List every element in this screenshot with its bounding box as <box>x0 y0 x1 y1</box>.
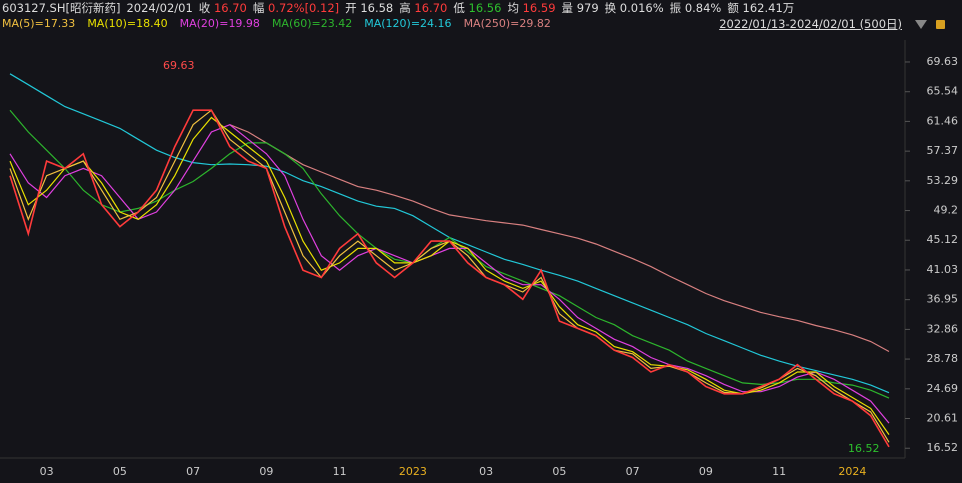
quote-value: 16.58 <box>360 1 394 15</box>
quote-item: 振 0.84% <box>670 0 722 16</box>
quote-label: 开 <box>345 1 357 15</box>
header: 603127.SH[昭衍新药] 2024/02/01 收 16.70 幅 0.72%[… <box>2 0 794 16</box>
y-tick-label: 49.2 <box>934 204 959 217</box>
legend-entry: MA(5)=17.33 <box>2 17 75 30</box>
quote-label: 振 <box>669 1 682 15</box>
quote-item: 幅 0.72%[0.12] <box>253 0 339 16</box>
x-tick-label: 07 <box>186 465 200 478</box>
peak-label: 69.63 <box>163 59 195 72</box>
y-tick-label: 53.29 <box>927 174 959 187</box>
ma-line <box>9 73 890 394</box>
quote-item: 量 979 <box>562 0 599 16</box>
quote-item: 收 16.70 <box>199 0 247 16</box>
legend-entry: MA(60)=23.42 <box>272 17 352 30</box>
price-line <box>9 109 890 448</box>
quote-value: 979 <box>576 1 599 15</box>
y-tick-label: 65.54 <box>927 85 959 98</box>
y-tick-label: 28.78 <box>927 352 959 365</box>
quote-value: 0.84% <box>684 1 722 15</box>
ma-line <box>229 124 890 353</box>
quote-value: 16.70 <box>414 1 448 15</box>
quote-item: 开 16.58 <box>345 0 393 16</box>
quote-value: 0.72%[0.12] <box>268 1 340 15</box>
y-tick-label: 61.46 <box>927 114 959 127</box>
y-tick-label: 24.69 <box>927 382 959 395</box>
y-tick-label: 69.63 <box>927 55 959 68</box>
x-tick-label: 2023 <box>399 465 427 478</box>
quote-label: 换 <box>604 1 617 15</box>
last-label: 16.52 <box>848 442 880 455</box>
x-tick-label: 05 <box>552 465 566 478</box>
quote-label: 幅 <box>252 1 265 15</box>
quote-label: 低 <box>453 1 465 15</box>
quote-value: 0.016% <box>619 1 664 15</box>
ma-line <box>9 124 890 424</box>
x-tick-label: 11 <box>333 465 347 478</box>
date: 2024/02/01 <box>126 1 193 15</box>
x-tick-label: 03 <box>479 465 493 478</box>
y-tick-label: 41.03 <box>927 263 959 276</box>
x-tick-label: 05 <box>113 465 127 478</box>
quote-label: 收 <box>198 1 211 15</box>
x-tick-label: 09 <box>699 465 713 478</box>
y-tick-label: 32.86 <box>927 322 959 335</box>
legend-entry: MA(120)=24.16 <box>364 17 451 30</box>
quote-value: 16.56 <box>468 1 502 15</box>
quote-value: 162.41万 <box>742 1 795 15</box>
x-tick-label: 2024 <box>838 465 866 478</box>
y-tick-label: 57.37 <box>927 144 959 157</box>
quote-item: 高 16.70 <box>399 0 447 16</box>
dropdown-icon[interactable] <box>915 20 927 29</box>
quote-item: 均 16.59 <box>507 0 555 16</box>
x-tick-label: 09 <box>259 465 273 478</box>
quote-value: 16.70 <box>213 1 247 15</box>
y-tick-label: 36.95 <box>927 293 959 306</box>
quote-item: 额 162.41万 <box>727 0 794 16</box>
quote-label: 均 <box>507 1 519 15</box>
quote-label: 量 <box>561 1 574 15</box>
symbol: 603127.SH[昭衍新药] <box>2 1 121 15</box>
y-tick-label: 20.61 <box>927 411 959 424</box>
range[interactable]: 2022/01/13-2024/02/01 (500日) <box>719 17 902 31</box>
lock-icon[interactable] <box>936 20 945 29</box>
quote-label: 额 <box>727 1 739 15</box>
legend-entry: MA(250)=29.82 <box>464 17 551 30</box>
legend-entry: MA(20)=19.98 <box>180 17 260 30</box>
ma-line <box>9 109 890 399</box>
x-tick-label: 03 <box>40 465 54 478</box>
y-tick-label: 16.52 <box>927 441 959 454</box>
ma-line <box>9 116 890 435</box>
quote-item: 低 16.56 <box>453 0 501 16</box>
x-tick-label: 07 <box>626 465 640 478</box>
ma-line <box>9 109 890 443</box>
y-tick-label: 45.12 <box>927 233 959 246</box>
quote-value: 16.59 <box>522 1 556 15</box>
legend-entry: MA(10)=18.40 <box>87 17 167 30</box>
quote-label: 高 <box>399 1 411 15</box>
x-tick-label: 11 <box>772 465 786 478</box>
quote-item: 换 0.016% <box>605 0 664 16</box>
